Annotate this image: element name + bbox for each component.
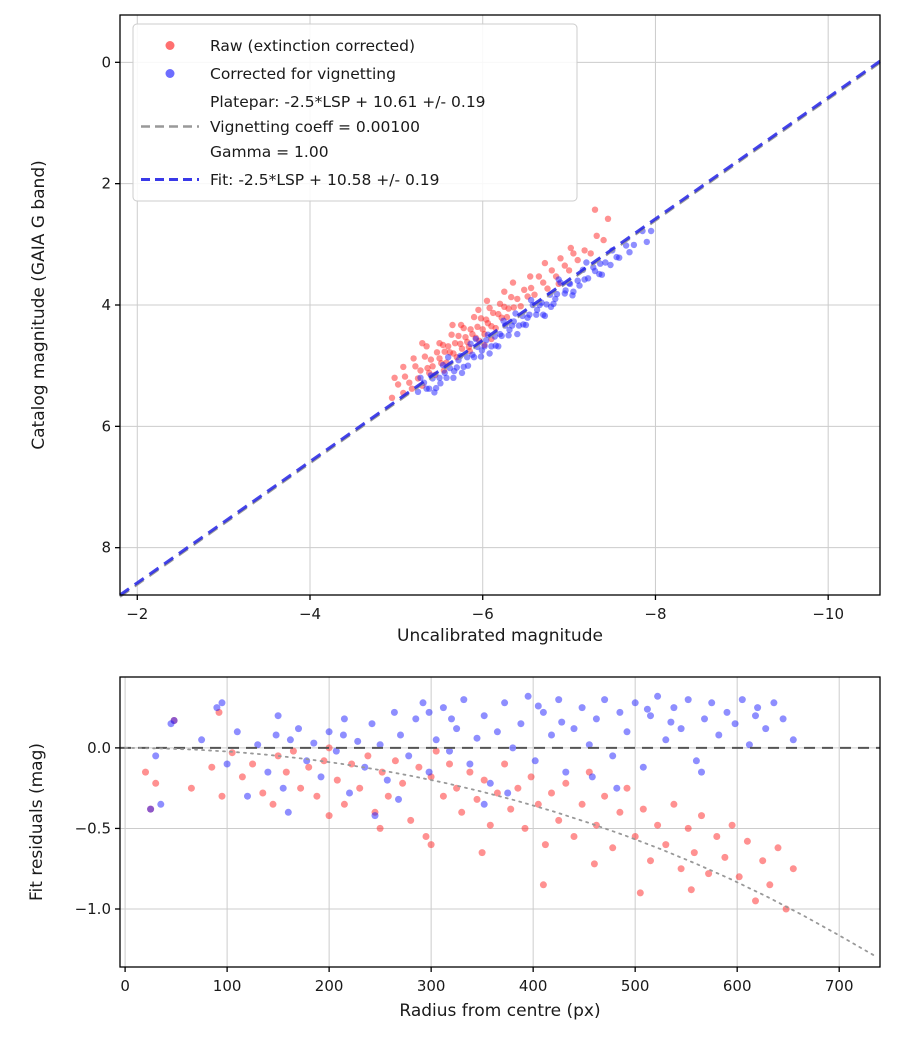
x-tick-label: −4	[299, 605, 321, 623]
y-tick-label: 0	[101, 53, 111, 71]
legend-label: Platepar: -2.5*LSP + 10.61 +/- 0.19	[210, 93, 486, 111]
y-tick-label: 6	[101, 417, 111, 435]
x-tick-label: −6	[472, 605, 494, 623]
x-tick-label: 100	[213, 977, 242, 995]
legend-entry: Fit: -2.5*LSP + 10.58 +/- 0.19	[141, 171, 440, 189]
bottom-chart-xlabel: Radius from centre (px)	[399, 1001, 601, 1021]
legend: Raw (extinction corrected) Corrected for …	[132, 23, 578, 202]
x-tick-label: −10	[812, 605, 844, 623]
bottom-chart-ylabel: Fit residuals (mag)	[27, 743, 47, 901]
legend-label: Raw (extinction corrected)	[210, 37, 415, 55]
corrected-residual-points	[147, 692, 797, 820]
x-axis-ticks: −2 −4 −6 −8 −10	[126, 595, 844, 623]
top-chart-xlabel: Uncalibrated magnitude	[397, 626, 603, 646]
x-tick-label: 500	[621, 977, 650, 995]
y-tick-label: 2	[101, 175, 111, 193]
x-axis-ticks: 0 100 200 300 400 500 600 700	[120, 967, 854, 995]
legend-label: Corrected for vignetting	[210, 65, 396, 83]
y-tick-label: 4	[101, 296, 111, 314]
legend-entry: Raw (extinction corrected)	[165, 37, 415, 55]
raw-marker-icon	[165, 41, 175, 50]
y-tick-label: −1.0	[75, 900, 111, 918]
raw-points	[388, 206, 612, 401]
legend-box	[132, 23, 578, 202]
x-tick-label: 700	[825, 977, 854, 995]
x-tick-label: 300	[417, 977, 446, 995]
x-tick-label: 0	[120, 977, 130, 995]
axes-frame	[119, 676, 881, 968]
x-tick-label: 400	[519, 977, 548, 995]
residuals-chart: 0 100 200 300 400 500 600 700 0.0 −0.5 −1.0	[75, 676, 881, 995]
y-tick-label: −0.5	[75, 819, 111, 837]
grid-lines	[120, 677, 880, 967]
y-axis-ticks: 0 2 4 6 8	[101, 53, 120, 557]
corrected-marker-icon	[165, 69, 175, 78]
y-tick-label: 0.0	[87, 739, 111, 757]
x-tick-label: 600	[723, 977, 752, 995]
x-tick-label: 200	[315, 977, 344, 995]
legend-label: Gamma = 1.00	[210, 143, 329, 161]
y-axis-ticks: 0.0 −0.5 −1.0	[75, 739, 120, 918]
top-chart-ylabel: Catalog magnitude (GAIA G band)	[29, 160, 49, 450]
vignetting-curve	[124, 747, 876, 957]
legend-label: Vignetting coeff = 0.00100	[210, 118, 420, 136]
raw-residual-points	[142, 708, 797, 913]
fit-line	[119, 59, 881, 597]
legend-entry: Corrected for vignetting	[165, 65, 396, 83]
y-tick-label: 8	[101, 539, 111, 557]
corrected-points	[414, 227, 655, 396]
legend-label: Fit: -2.5*LSP + 10.58 +/- 0.19	[210, 171, 440, 189]
legend-entry: Platepar: -2.5*LSP + 10.61 +/- 0.19 Vigne…	[141, 93, 486, 161]
x-tick-label: −2	[126, 605, 148, 623]
x-tick-label: −8	[644, 605, 666, 623]
